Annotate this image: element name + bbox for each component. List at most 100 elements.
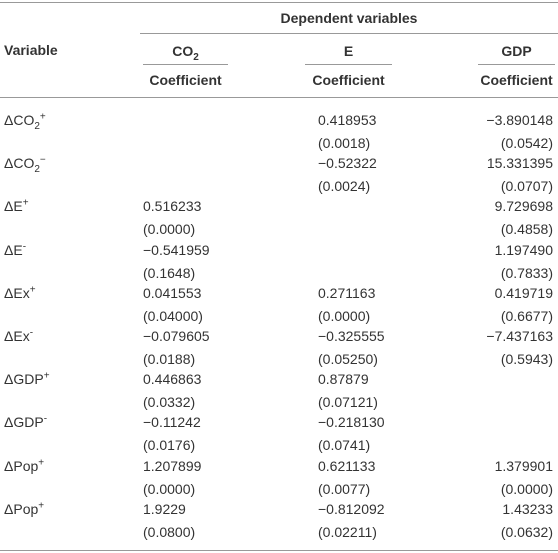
label-base: ΔPop (4, 457, 39, 474)
coefficient: 9.729698 (494, 198, 553, 215)
std-error: (0.0741) (318, 437, 371, 454)
coefficient: 0.446863 (143, 371, 202, 388)
std-error: (0.04000) (143, 307, 203, 324)
label-base: E (343, 43, 354, 59)
label-sup: + (39, 111, 46, 123)
column-stat: Coefficient (149, 72, 222, 88)
coefficient: 1.9229 (143, 500, 186, 517)
std-error: (0.0332) (143, 394, 196, 411)
std-error: (0.0000) (143, 480, 196, 497)
std-error: (0.0188) (143, 351, 196, 367)
variable: ΔPop+ (4, 457, 44, 475)
variable: ΔEx+ (4, 284, 36, 302)
std-error: (0.0024) (318, 178, 371, 195)
rule-spanner (140, 33, 558, 34)
std-error: (0.05250) (318, 351, 378, 367)
column-header: CO2 (143, 42, 228, 63)
coefficient: −0.325555 (318, 328, 385, 344)
std-error: (0.02211) (318, 523, 377, 540)
label-base: ΔCO (4, 112, 35, 128)
std-error: (0.6677) (500, 307, 553, 324)
std-error: (0.7833) (500, 264, 553, 281)
row-header: Variable (4, 42, 58, 58)
variable: ΔCO2− (4, 154, 46, 175)
label-base: CO (172, 43, 194, 59)
std-error: (0.0000) (143, 221, 196, 238)
coefficient: −0.11242 (143, 414, 201, 431)
coefficient: 0.621133 (318, 457, 376, 474)
label-sub: 2 (34, 163, 40, 175)
variable: ΔE+ (4, 197, 29, 215)
column-rule (143, 64, 228, 65)
label-base: ΔE (4, 198, 23, 215)
coefficient: 15.331395 (486, 155, 553, 172)
std-error: (0.4858) (500, 221, 553, 238)
variable: ΔPop+ (4, 500, 44, 518)
coefficient: −0.52322 (318, 155, 377, 172)
std-error: (0.0077) (318, 480, 371, 497)
coefficient: 0.419719 (494, 284, 553, 301)
coefficient: 0.418953 (318, 112, 377, 128)
label-base: ΔEx (4, 284, 30, 301)
coefficient: 1.207899 (143, 457, 202, 474)
column-header: GDP (478, 42, 555, 60)
label-base: ΔPop (4, 500, 39, 517)
label-sup: + (38, 456, 45, 468)
std-error: (0.0800) (143, 523, 196, 540)
coefficient: −0.218130 (318, 414, 385, 431)
std-error: (0.0018) (318, 135, 371, 151)
std-error: (0.0542) (500, 135, 553, 151)
rule-top (0, 2, 558, 3)
std-error: (0.0000) (500, 480, 553, 497)
label-sup: - (43, 413, 48, 425)
std-error: (0.1648) (143, 264, 196, 281)
label-base: GDP (501, 43, 532, 59)
spanner: Dependent variables (280, 10, 418, 26)
coefficient: 1.379901 (494, 457, 553, 474)
variable: ΔE- (4, 241, 26, 259)
std-error: (0.0632) (500, 523, 553, 540)
column-rule (478, 64, 555, 65)
label-sup: + (22, 197, 29, 209)
label-sup: - (22, 240, 27, 252)
column-header: E (305, 42, 392, 60)
rule-head (0, 97, 558, 98)
variable: ΔGDP- (4, 413, 47, 431)
coefficient: 0.271163 (318, 284, 376, 301)
variable: ΔEx- (4, 327, 33, 345)
label-sup: + (29, 284, 36, 296)
column-stat: Coefficient (312, 72, 385, 88)
coefficient: 0.516233 (143, 198, 202, 215)
column-rule (305, 64, 392, 65)
label-sup: − (39, 154, 46, 166)
std-error: (0.07121) (318, 394, 378, 411)
label-sup: + (38, 500, 45, 512)
label-sup: - (29, 327, 34, 339)
column-stat: Coefficient (480, 72, 553, 88)
coefficient: 0.041553 (143, 284, 202, 301)
std-error: (0.0707) (500, 178, 553, 195)
coefficient: −3.890148 (486, 112, 553, 128)
label-sub: 2 (34, 120, 40, 132)
coefficient: 1.43233 (502, 500, 553, 517)
std-error: (0.5943) (500, 351, 553, 367)
label-base: ΔCO (4, 155, 35, 172)
coefficient: 1.197490 (494, 241, 553, 258)
label-base: ΔE (4, 241, 23, 258)
coefficient: −0.812092 (318, 500, 385, 517)
label-sub: 2 (193, 51, 199, 63)
label-base: ΔGDP (4, 414, 44, 431)
coefficient: −0.079605 (143, 328, 210, 344)
coefficient: −0.541959 (143, 241, 210, 258)
label-base: ΔGDP (4, 371, 44, 388)
std-error: (0.0176) (143, 437, 196, 454)
label-sup: + (43, 370, 50, 382)
variable: ΔCO2+ (4, 111, 46, 132)
std-error: (0.0000) (318, 307, 371, 324)
coefficient: −7.437163 (486, 328, 553, 344)
variable: ΔGDP+ (4, 370, 50, 388)
rule-bottom (0, 550, 558, 551)
label-base: ΔEx (4, 328, 30, 344)
coefficient: 0.87879 (318, 371, 369, 388)
